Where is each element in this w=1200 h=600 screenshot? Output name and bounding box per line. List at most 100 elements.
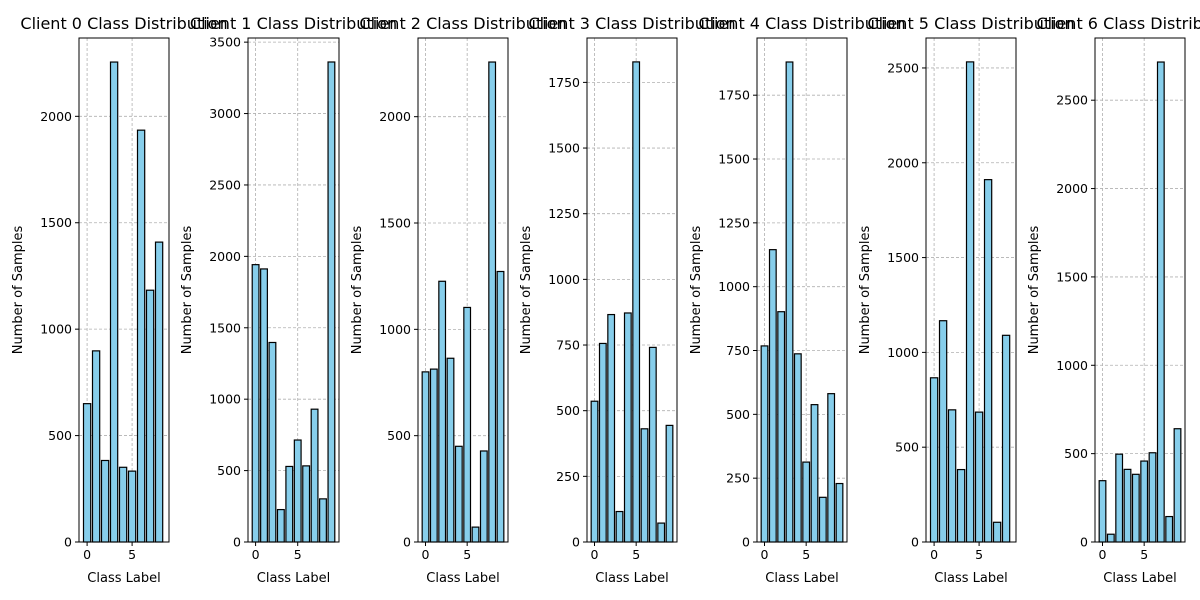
chart-title: Client 2 Class Distribution [359, 14, 566, 33]
bar-class-4 [285, 465, 294, 543]
bar-class-3 [276, 508, 285, 543]
y-tick-label: 1750 [548, 75, 580, 90]
bar-class-9 [1173, 428, 1182, 543]
y-tick-label: 1000 [548, 272, 580, 287]
x-tick-label: 0 [83, 547, 91, 562]
y-tick-label: 3500 [209, 35, 241, 50]
y-tick-label: 1250 [718, 215, 750, 230]
chart-panel-4: 0 250 500 750 1000 1250 1500 1750 0 5 Class Label N… [689, 37, 848, 586]
y-tick-label: 1500 [887, 250, 919, 265]
x-tick-label: 0 [1099, 547, 1107, 562]
bar-class-5 [293, 439, 302, 543]
y-tick-label: 500 [726, 407, 750, 422]
bar-class-9 [496, 270, 505, 543]
y-tick-label: 1000 [887, 345, 919, 360]
bar-class-3 [1123, 468, 1132, 543]
y-tick-label: 2500 [887, 60, 919, 75]
axes-frame [78, 37, 170, 543]
y-tick-label: 250 [556, 469, 580, 484]
y-axis-label: Number of Samples [858, 226, 873, 355]
bar-class-5 [974, 411, 984, 543]
bar-class-2 [607, 313, 616, 543]
x-tick-label: 0 [761, 547, 769, 562]
x-axis-label: Class Label [934, 571, 1007, 586]
x-tick-label: 0 [422, 547, 430, 562]
bar-class-8 [1165, 515, 1174, 543]
bar-class-4 [965, 61, 975, 543]
bar-class-7 [818, 496, 827, 543]
axes-frame [925, 37, 1017, 543]
chart-panel-1: 0 500 1000 1500 2000 2500 3000 3500 0 5 Class Labe… [180, 35, 340, 586]
bar-class-8 [827, 393, 836, 543]
y-tick-label: 500 [1064, 446, 1088, 461]
bar-class-3 [785, 61, 794, 543]
bar-class-5 [1140, 460, 1149, 543]
chart-panel-2: 0 500 1000 1500 2000 0 5 Class Label Number of S… [350, 37, 509, 586]
bar-class-2 [947, 409, 957, 543]
bar-class-4 [454, 445, 463, 543]
x-tick-label: 5 [1140, 547, 1148, 562]
bar-class-6 [136, 129, 146, 543]
y-axis-label: Number of Samples [1027, 226, 1042, 355]
y-tick-label: 1000 [209, 392, 241, 407]
bar-class-3 [615, 510, 624, 543]
bar-class-7 [310, 408, 319, 543]
bar-class-0 [251, 264, 260, 543]
chart-title: Client 6 Class Distribution [1036, 14, 1200, 33]
y-tick-label: 1250 [548, 206, 580, 221]
y-tick-label: 500 [48, 428, 72, 443]
bar-class-8 [319, 498, 327, 543]
x-axis-label: Class Label [765, 571, 838, 586]
bar-class-1 [429, 368, 438, 543]
chart-title: Client 0 Class Distribution [20, 14, 227, 33]
bar-class-9 [327, 61, 336, 543]
y-tick-label: 0 [572, 535, 580, 550]
y-tick-label: 2500 [1056, 93, 1088, 108]
chart-panel-0: 0 500 1000 1500 2000 0 5 Class Label Number of S… [11, 37, 170, 586]
axes-frame [756, 37, 848, 543]
chart-title: Client 1 Class Distribution [190, 14, 397, 33]
bar-class-0 [590, 400, 599, 543]
y-axis-label: Number of Samples [350, 226, 365, 355]
y-tick-label: 2000 [379, 109, 411, 124]
y-axis-label: Number of Samples [11, 226, 26, 355]
bar-class-7 [992, 521, 1002, 543]
y-tick-label: 1500 [379, 216, 411, 231]
bar-class-0 [1098, 480, 1107, 543]
y-tick-label: 250 [726, 471, 750, 486]
x-axis-label: Class Label [87, 571, 160, 586]
chart-title: Client 4 Class Distribution [698, 14, 905, 33]
x-tick-label: 0 [252, 547, 260, 562]
bar-class-6 [983, 179, 993, 543]
y-tick-label: 1500 [1056, 269, 1088, 284]
y-axis-label: Number of Samples [689, 226, 704, 355]
bar-class-5 [802, 461, 811, 543]
bar-class-4 [1131, 473, 1140, 543]
bar-class-6 [302, 465, 311, 543]
bar-class-1 [598, 342, 607, 543]
y-tick-label: 1500 [40, 215, 72, 230]
bar-class-7 [1156, 61, 1165, 543]
bar-class-7 [648, 346, 657, 543]
bar-class-4 [623, 312, 632, 543]
y-tick-label: 3000 [209, 106, 241, 121]
chart-panel-6: 0 500 1000 1500 2000 2500 0 5 Class Label Number … [1027, 37, 1186, 586]
axes-frame [417, 37, 509, 543]
y-tick-label: 2500 [209, 177, 241, 192]
axes-frame [586, 37, 678, 543]
bar-class-2 [1115, 453, 1124, 543]
x-tick-label: 0 [591, 547, 599, 562]
bar-class-5 [127, 470, 137, 543]
bar-class-4 [793, 353, 802, 543]
bar-class-0 [929, 377, 939, 543]
bar-class-9 [835, 482, 844, 543]
bar-class-7 [479, 450, 488, 543]
bar-class-8 [1001, 334, 1011, 543]
bar-class-1 [91, 350, 101, 543]
axes-frame [247, 37, 340, 543]
chart-title: Client 3 Class Distribution [528, 14, 735, 33]
y-tick-label: 1500 [209, 320, 241, 335]
bar-class-8 [154, 241, 164, 543]
y-tick-label: 0 [742, 535, 750, 550]
bar-class-5 [632, 61, 641, 543]
